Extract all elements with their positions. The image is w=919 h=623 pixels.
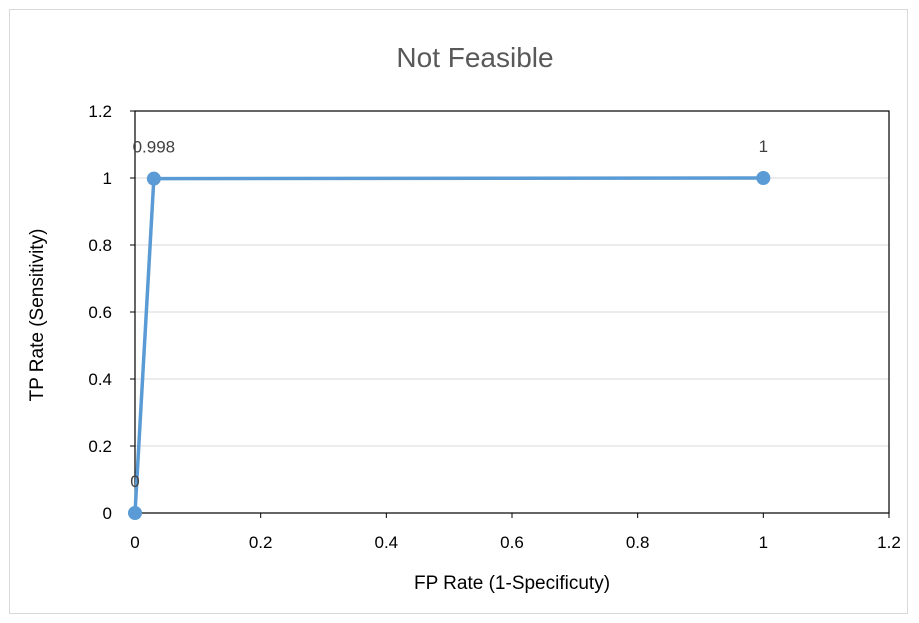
y-tick-label: 0.8 — [88, 236, 112, 255]
x-tick-label: 0.2 — [249, 533, 273, 552]
chart-title: Not Feasible — [396, 42, 553, 73]
data-label: 1 — [759, 137, 768, 156]
x-axis-label: FP Rate (1-Specificuty) — [414, 573, 610, 594]
data-point — [128, 506, 142, 520]
gridlines — [135, 177, 889, 447]
y-tick-label: 0.4 — [88, 370, 112, 389]
x-tick-label: 0 — [130, 533, 139, 552]
y-axis-label: TP Rate (Sensitivity) — [27, 229, 48, 402]
data-label: 0 — [130, 472, 139, 491]
x-axis-ticks: 0 0.2 0.4 0.6 0.8 1 1.2 — [130, 513, 901, 552]
x-tick-label: 1.2 — [877, 533, 901, 552]
data-point — [756, 171, 771, 185]
y-tick-label: 1.2 — [88, 102, 112, 121]
y-tick-label: 0 — [103, 504, 112, 523]
x-tick-label: 1 — [759, 533, 768, 552]
data-label: 0.998 — [133, 138, 176, 157]
y-tick-label: 1 — [103, 169, 112, 188]
x-tick-label: 0.6 — [500, 533, 524, 552]
data-labels: 0 0.998 1 — [130, 137, 768, 491]
y-tick-label: 0.6 — [88, 303, 112, 322]
y-axis-ticks: 0 0.2 0.4 0.6 0.8 1 1.2 — [88, 102, 135, 523]
series-line — [133, 176, 764, 514]
data-point — [146, 171, 161, 186]
x-tick-label: 0.8 — [626, 533, 650, 552]
y-tick-label: 0.2 — [88, 437, 112, 456]
x-tick-label: 0.4 — [375, 533, 399, 552]
data-series — [128, 171, 771, 520]
